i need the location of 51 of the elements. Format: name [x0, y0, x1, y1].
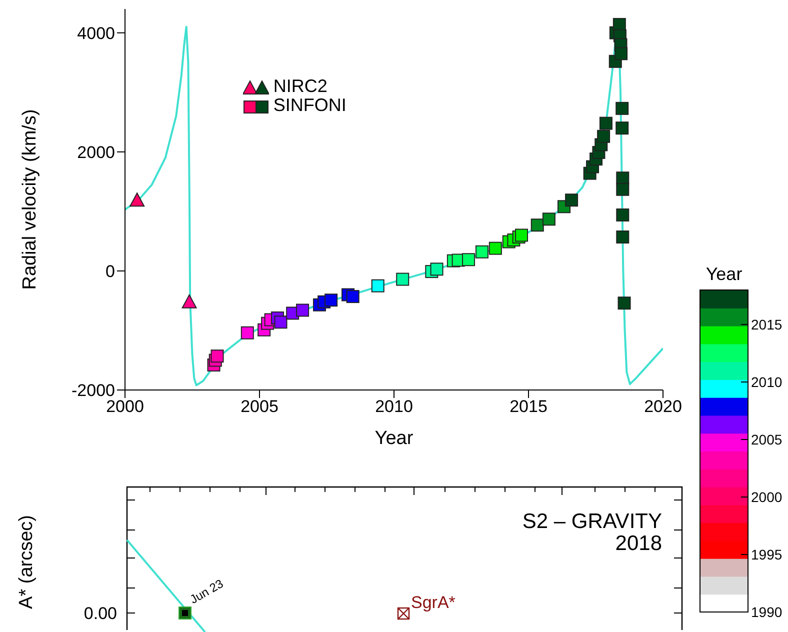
point — [542, 212, 556, 226]
point — [396, 272, 410, 286]
point — [324, 294, 338, 307]
y-tick-label: 2000 — [77, 142, 115, 162]
x-tick-label: 2015 — [510, 397, 548, 416]
text: A* (arcsec) — [16, 515, 37, 609]
point — [515, 228, 528, 242]
point — [488, 242, 502, 255]
point — [210, 350, 224, 363]
x-tick-label: 2010 — [375, 397, 413, 416]
x-tick-label: 2005 — [240, 397, 278, 416]
text: SgrA* — [411, 593, 456, 612]
point — [616, 230, 630, 244]
color-bar-label: 1995 — [751, 546, 782, 562]
point — [475, 245, 488, 258]
point — [346, 290, 360, 304]
legend-label: NIRC2 — [273, 76, 328, 96]
color-bar-label: 2015 — [751, 316, 782, 332]
point — [618, 296, 631, 310]
y-tick-label: 4000 — [77, 24, 115, 43]
color-bar-label: 2005 — [751, 432, 782, 448]
point — [599, 116, 612, 130]
text: 2018 — [615, 532, 662, 555]
point — [130, 192, 145, 207]
point — [462, 253, 476, 266]
color-bar-label: 1990 — [751, 604, 782, 620]
point — [616, 102, 629, 115]
point — [616, 182, 630, 196]
point — [597, 130, 610, 143]
y-tick-label: 0 — [106, 262, 115, 281]
legend-label: SINFONI — [273, 95, 346, 115]
point — [240, 326, 254, 340]
color-bar-label: 2010 — [751, 374, 782, 390]
point — [371, 279, 384, 292]
point — [274, 316, 288, 329]
point — [614, 47, 628, 60]
point — [530, 218, 544, 232]
point — [430, 262, 444, 276]
text: Jun 23 — [188, 576, 226, 607]
x-tick-label: 2020 — [644, 397, 682, 416]
point — [616, 122, 629, 135]
text: 0.00 — [84, 604, 117, 623]
point — [296, 304, 310, 317]
color-bar-label: 2000 — [751, 489, 782, 505]
color-bar-title: Year — [706, 264, 742, 284]
point — [565, 194, 578, 207]
text: S2 – GRAVITY — [522, 510, 662, 533]
point — [182, 294, 197, 308]
x-axis-title: Year — [374, 428, 414, 449]
point — [616, 208, 630, 222]
y-axis-title: Radial velocity (km/s) — [20, 109, 41, 290]
